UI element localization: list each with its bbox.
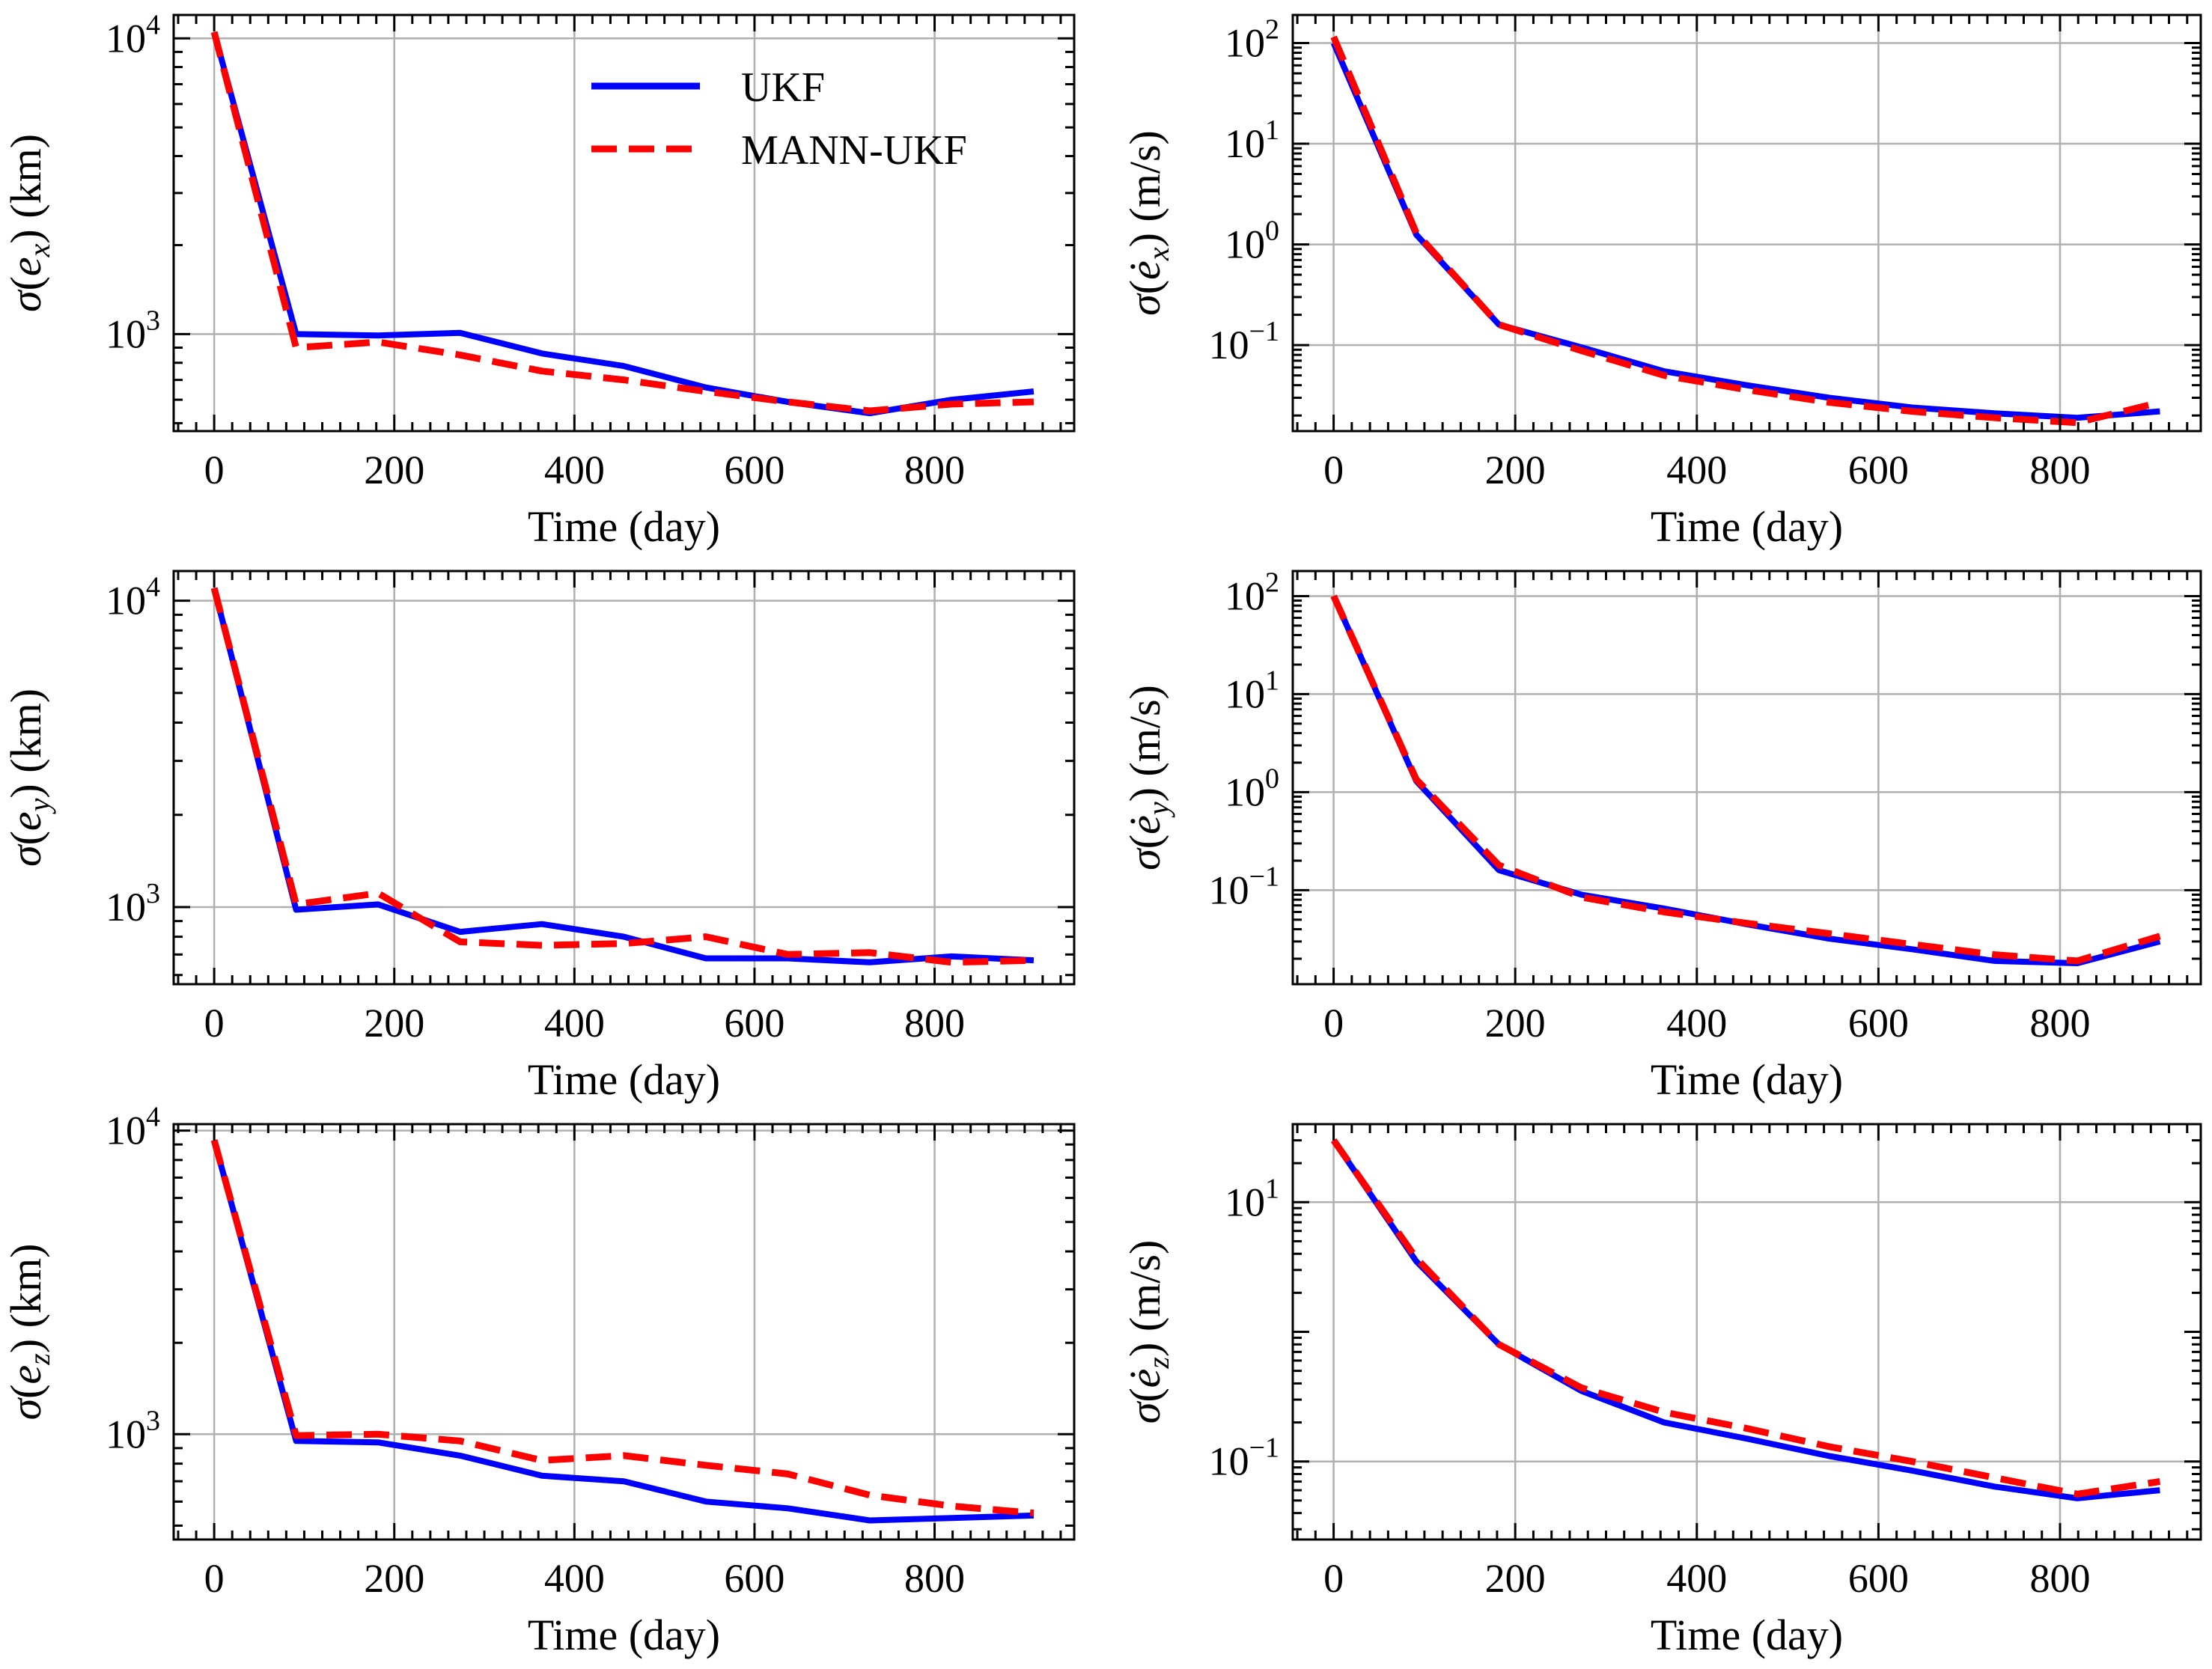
axes-frame: [172, 1123, 1076, 1541]
axes-frame: [172, 13, 1076, 433]
x-tick-label: 200: [1485, 448, 1546, 492]
y-tick-label: 100: [1225, 763, 1279, 814]
x-tick-label: 400: [1666, 448, 1727, 492]
x-axis-label: Time (day): [528, 1611, 720, 1659]
series-line-mann-ukf: [210, 31, 1035, 415]
axes-frame: [172, 570, 1076, 986]
series-group: [1330, 594, 2161, 966]
x-tick-label: 600: [724, 1001, 784, 1046]
x-tick-label: 0: [204, 448, 225, 492]
x-tick-label: 200: [1485, 1556, 1546, 1601]
y-tick-label: 10−1: [1209, 316, 1279, 367]
x-axis-label: Time (day): [1651, 1055, 1843, 1104]
x-axis-label: Time (day): [528, 1055, 720, 1104]
x-tick-label: 400: [544, 448, 605, 492]
legend-label-mann-ukf: MANN-UKF: [741, 127, 967, 174]
axes-frame: [1291, 13, 2202, 433]
x-tick-label: 0: [204, 1001, 225, 1046]
panel-vz: 0 200 400 600 800 10−1 101 Time (day) σ(ėz) (m/…: [1121, 1123, 2202, 1659]
series-line-ukf: [211, 1139, 1035, 1524]
panel-ey: 0 200 400 600 800 103 104 Time (day) σ(ey) (km): [1, 570, 1076, 1104]
y-tick-label: 103: [106, 305, 160, 356]
x-tick-label: 400: [1666, 1001, 1727, 1046]
series-line-ukf: [211, 587, 1035, 965]
y-axis-label: σ(ėx) (m/s): [1121, 130, 1175, 316]
series-group: [1330, 1138, 2161, 1501]
x-tick-label: 200: [364, 448, 424, 492]
y-tick-label: 104: [106, 572, 160, 623]
x-axis-label: Time (day): [528, 502, 720, 551]
x-tick-label: 800: [2029, 1001, 2090, 1046]
panel-vx: 0 200 400 600 800 10−1 100 101 102 Time (day) σ(ė…: [1121, 13, 2202, 551]
series-line-ukf: [1330, 41, 2160, 421]
x-tick-label: 600: [1848, 1556, 1909, 1601]
x-tick-label: 800: [904, 1001, 965, 1046]
series-line-ukf: [1331, 1138, 2160, 1501]
x-tick-label: 800: [2029, 1556, 2090, 1601]
y-axis-label: σ(ex) (km): [1, 134, 56, 312]
x-tick-label: 600: [724, 1556, 784, 1601]
x-tick-label: 200: [364, 1001, 424, 1046]
y-tick-label: 102: [1225, 567, 1279, 618]
y-tick-label: 104: [106, 9, 160, 61]
panel-vy: 0 200 400 600 800 10−1 100 101 102 Time (day) σ(ė…: [1121, 567, 2202, 1104]
x-tick-label: 200: [1485, 1001, 1546, 1046]
x-axis-label: Time (day): [1651, 502, 1843, 551]
series-group: [210, 31, 1035, 417]
y-tick-label: 101: [1225, 1173, 1279, 1224]
y-tick-label: 10−1: [1209, 1432, 1279, 1484]
x-tick-label: 400: [1666, 1556, 1727, 1601]
y-axis-label: σ(ez) (km): [1, 1244, 56, 1421]
y-tick-label: 102: [1225, 14, 1279, 66]
y-tick-label: 101: [1225, 115, 1279, 166]
x-tick-label: 800: [904, 448, 965, 492]
series-line-mann-ukf: [1330, 594, 2161, 965]
legend-label-ukf: UKF: [741, 64, 825, 111]
series-line-mann-ukf: [210, 1139, 1035, 1517]
y-tick-label: 104: [106, 1102, 160, 1153]
x-tick-label: 600: [1848, 448, 1909, 492]
series-line-mann-ukf: [210, 587, 1035, 966]
series-line-mann-ukf: [1330, 1138, 2161, 1498]
y-tick-label: 101: [1225, 665, 1279, 716]
x-tick-label: 600: [724, 448, 784, 492]
panel-ex: 0 200 400 600 800 103 104 Time (day) σ(ex) (km) U…: [1, 9, 1076, 551]
y-tick-label: 10−1: [1209, 861, 1279, 912]
series-line-mann-ukf: [1330, 35, 2161, 427]
x-axis-label: Time (day): [1651, 1611, 1843, 1659]
x-tick-label: 0: [1323, 1556, 1344, 1601]
series-line-ukf: [211, 31, 1035, 417]
legend: UKF MANN-UKF: [591, 64, 967, 174]
series-group: [1330, 35, 2161, 427]
x-tick-label: 0: [1323, 448, 1344, 492]
x-tick-label: 600: [1848, 1001, 1909, 1046]
x-tick-label: 800: [904, 1556, 965, 1601]
x-tick-label: 0: [1323, 1001, 1344, 1046]
panel-ez: 0 200 400 600 800 103 104 Time (day) σ(ez) (km): [1, 1102, 1076, 1659]
y-axis-label: σ(ey) (km): [1, 689, 56, 867]
x-tick-label: 400: [544, 1001, 605, 1046]
x-tick-label: 800: [2029, 448, 2090, 492]
y-axis-label: σ(ėy) (m/s): [1121, 685, 1175, 870]
x-tick-label: 200: [364, 1556, 424, 1601]
x-tick-label: 0: [204, 1556, 225, 1601]
y-axis-label: σ(ėz) (m/s): [1121, 1240, 1175, 1424]
series-group: [210, 587, 1035, 966]
axes-frame: [1291, 570, 2202, 986]
y-tick-label: 103: [106, 1405, 160, 1456]
series-group: [210, 1139, 1035, 1524]
y-tick-label: 100: [1225, 216, 1279, 267]
x-tick-label: 400: [544, 1556, 605, 1601]
y-tick-label: 103: [106, 878, 160, 930]
